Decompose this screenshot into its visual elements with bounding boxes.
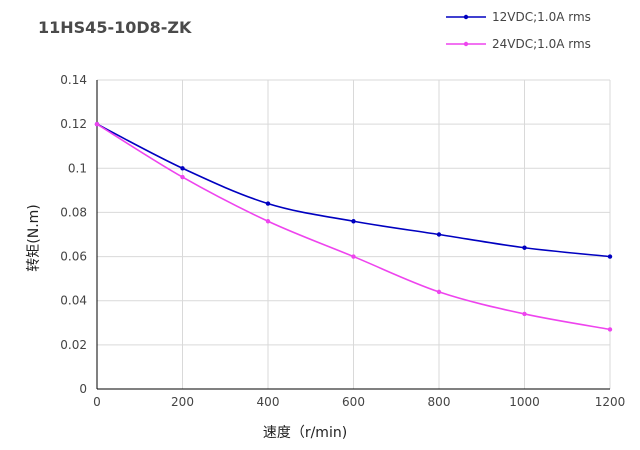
y-tick-label: 0 — [79, 382, 87, 396]
y-tick-label: 0.14 — [60, 73, 87, 87]
y-tick-label: 0.06 — [60, 250, 87, 264]
y-axis-label: 转矩(N.m) — [26, 204, 42, 272]
y-tick-label: 0.04 — [60, 294, 87, 308]
y-tick-label: 0.12 — [60, 117, 87, 131]
grid-layer — [96, 79, 611, 390]
y-tick-label: 0.02 — [60, 338, 87, 352]
data-point — [351, 219, 356, 224]
x-tick-label: 600 — [342, 395, 365, 409]
data-point — [180, 166, 185, 171]
x-tick-label: 1200 — [595, 395, 626, 409]
x-tick-label: 1000 — [509, 395, 540, 409]
data-point — [607, 327, 613, 332]
legend-label-12vdc: 12VDC;1.0A rms — [492, 10, 591, 24]
data-point — [522, 245, 527, 250]
data-point — [265, 219, 271, 224]
x-tick-label: 400 — [257, 395, 280, 409]
legend-label-24vdc: 24VDC;1.0A rms — [492, 37, 591, 51]
legend-marker-0 — [463, 14, 469, 20]
y-tick-label: 0.1 — [68, 161, 87, 175]
x-tick-label: 200 — [171, 395, 194, 409]
legend-marker-1 — [463, 41, 469, 47]
data-point — [522, 311, 527, 317]
data-point — [436, 232, 442, 237]
y-tick-label: 0.08 — [60, 205, 87, 219]
series-layer — [94, 121, 613, 332]
x-tick-label: 0 — [93, 395, 101, 409]
data-point — [94, 121, 100, 127]
data-point — [351, 254, 356, 259]
axis-layer: 0 0.02 0.04 0.06 0.08 0.1 0.12 0.14 0 200 400 600 80… — [60, 73, 625, 409]
data-point — [607, 254, 613, 259]
legend-layer — [446, 14, 486, 47]
data-point — [180, 174, 185, 180]
chart-title: 11HS45-10D8-ZK — [38, 18, 192, 37]
x-axis-label: 速度（r/min) — [262, 425, 348, 441]
data-point — [265, 201, 271, 206]
data-point — [436, 289, 442, 295]
x-tick-label: 800 — [428, 395, 451, 409]
